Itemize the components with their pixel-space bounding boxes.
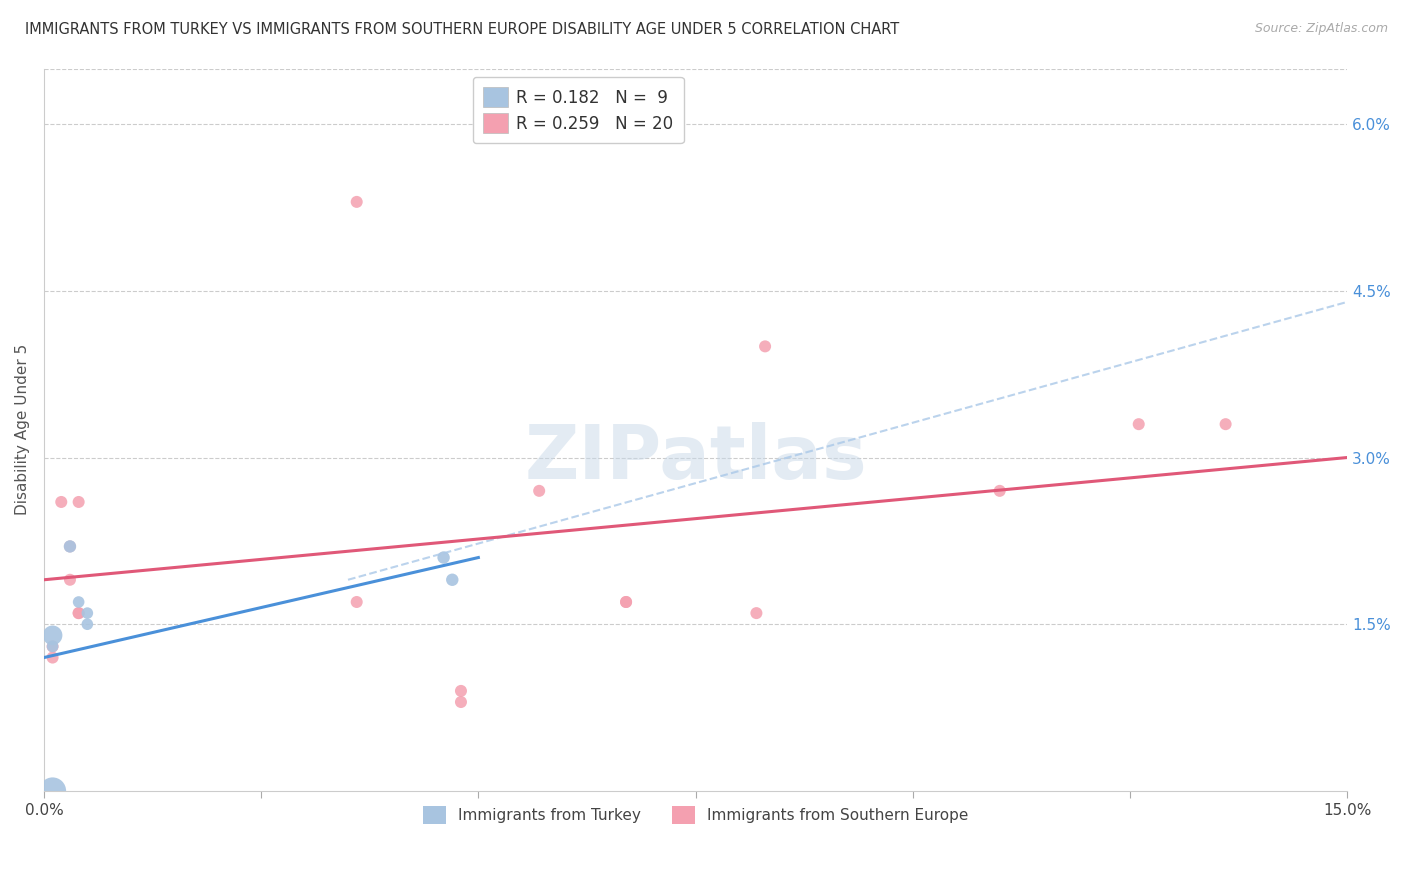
Point [76, 606, 98, 620]
Point [1215, 417, 1237, 432]
Legend: Immigrants from Turkey, Immigrants from Southern Europe: Immigrants from Turkey, Immigrants from … [418, 799, 974, 830]
Point [59, 540, 82, 554]
Point [41, 784, 63, 798]
Point [745, 606, 768, 620]
Point [41, 628, 63, 642]
Point [41, 640, 63, 654]
Point [441, 573, 464, 587]
Point [59, 540, 82, 554]
Point [41, 640, 63, 654]
Point [432, 550, 454, 565]
Point [988, 483, 1011, 498]
Point [67, 595, 90, 609]
Point [67, 495, 90, 509]
Point [346, 595, 368, 609]
Point [450, 684, 472, 698]
Point [346, 194, 368, 209]
Y-axis label: Disability Age Under 5: Disability Age Under 5 [15, 344, 30, 516]
Text: ZIPatlas: ZIPatlas [524, 422, 868, 495]
Point [614, 595, 637, 609]
Point [1128, 417, 1150, 432]
Point [450, 695, 472, 709]
Point [67, 606, 90, 620]
Point [614, 595, 637, 609]
Point [51, 495, 73, 509]
Point [754, 339, 776, 353]
Point [67, 606, 90, 620]
Point [41, 650, 63, 665]
Point [59, 573, 82, 587]
Point [76, 617, 98, 632]
Point [527, 483, 550, 498]
Text: IMMIGRANTS FROM TURKEY VS IMMIGRANTS FROM SOUTHERN EUROPE DISABILITY AGE UNDER 5: IMMIGRANTS FROM TURKEY VS IMMIGRANTS FRO… [25, 22, 900, 37]
Text: Source: ZipAtlas.com: Source: ZipAtlas.com [1254, 22, 1388, 36]
